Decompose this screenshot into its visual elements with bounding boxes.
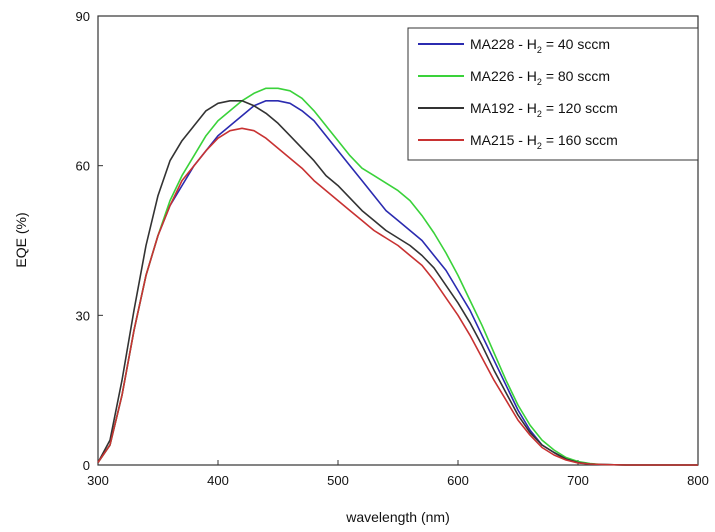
x-tick-label: 700 (567, 473, 589, 488)
legend-label-prefix: MA228 - H (470, 36, 537, 52)
legend-label: MA215 - H2 = 160 sccm (470, 132, 618, 151)
legend-label: MA228 - H2 = 40 sccm (470, 36, 610, 55)
x-tick-label: 800 (687, 473, 709, 488)
x-tick-label: 600 (447, 473, 469, 488)
series-line (97, 87, 698, 466)
y-axis-title: EQE (%) (13, 212, 29, 267)
legend-label: MA226 - H2 = 80 sccm (470, 68, 610, 87)
x-tick-label: 500 (327, 473, 349, 488)
series-line (97, 127, 698, 466)
legend-label-prefix: MA215 - H (470, 132, 537, 148)
x-tick-label: 400 (207, 473, 229, 488)
x-axis-title: wavelength (nm) (345, 509, 450, 525)
y-tick-label: 90 (76, 9, 90, 24)
series-lines (97, 87, 698, 466)
legend-label-suffix: = 80 sccm (542, 68, 610, 84)
legend-label-subscript: 2 (537, 45, 542, 55)
legend-label-prefix: MA226 - H (470, 68, 537, 84)
x-tick-label: 300 (87, 473, 109, 488)
legend-label-suffix: = 40 sccm (542, 36, 610, 52)
y-tick-label: 60 (76, 159, 90, 174)
legend-label-subscript: 2 (537, 77, 542, 87)
legend-label-prefix: MA192 - H (470, 100, 537, 116)
y-tick-label: 0 (83, 458, 90, 473)
series-line (97, 100, 698, 466)
legend-label-suffix: = 160 sccm (542, 132, 618, 148)
legend-label-subscript: 2 (537, 109, 542, 119)
legend-label: MA192 - H2 = 120 sccm (470, 100, 618, 119)
legend-box (407, 27, 699, 161)
legend-label-subscript: 2 (537, 141, 542, 151)
y-tick-label: 30 (76, 308, 90, 323)
legend-label-suffix: = 120 sccm (542, 100, 618, 116)
plot-frame (97, 15, 699, 466)
